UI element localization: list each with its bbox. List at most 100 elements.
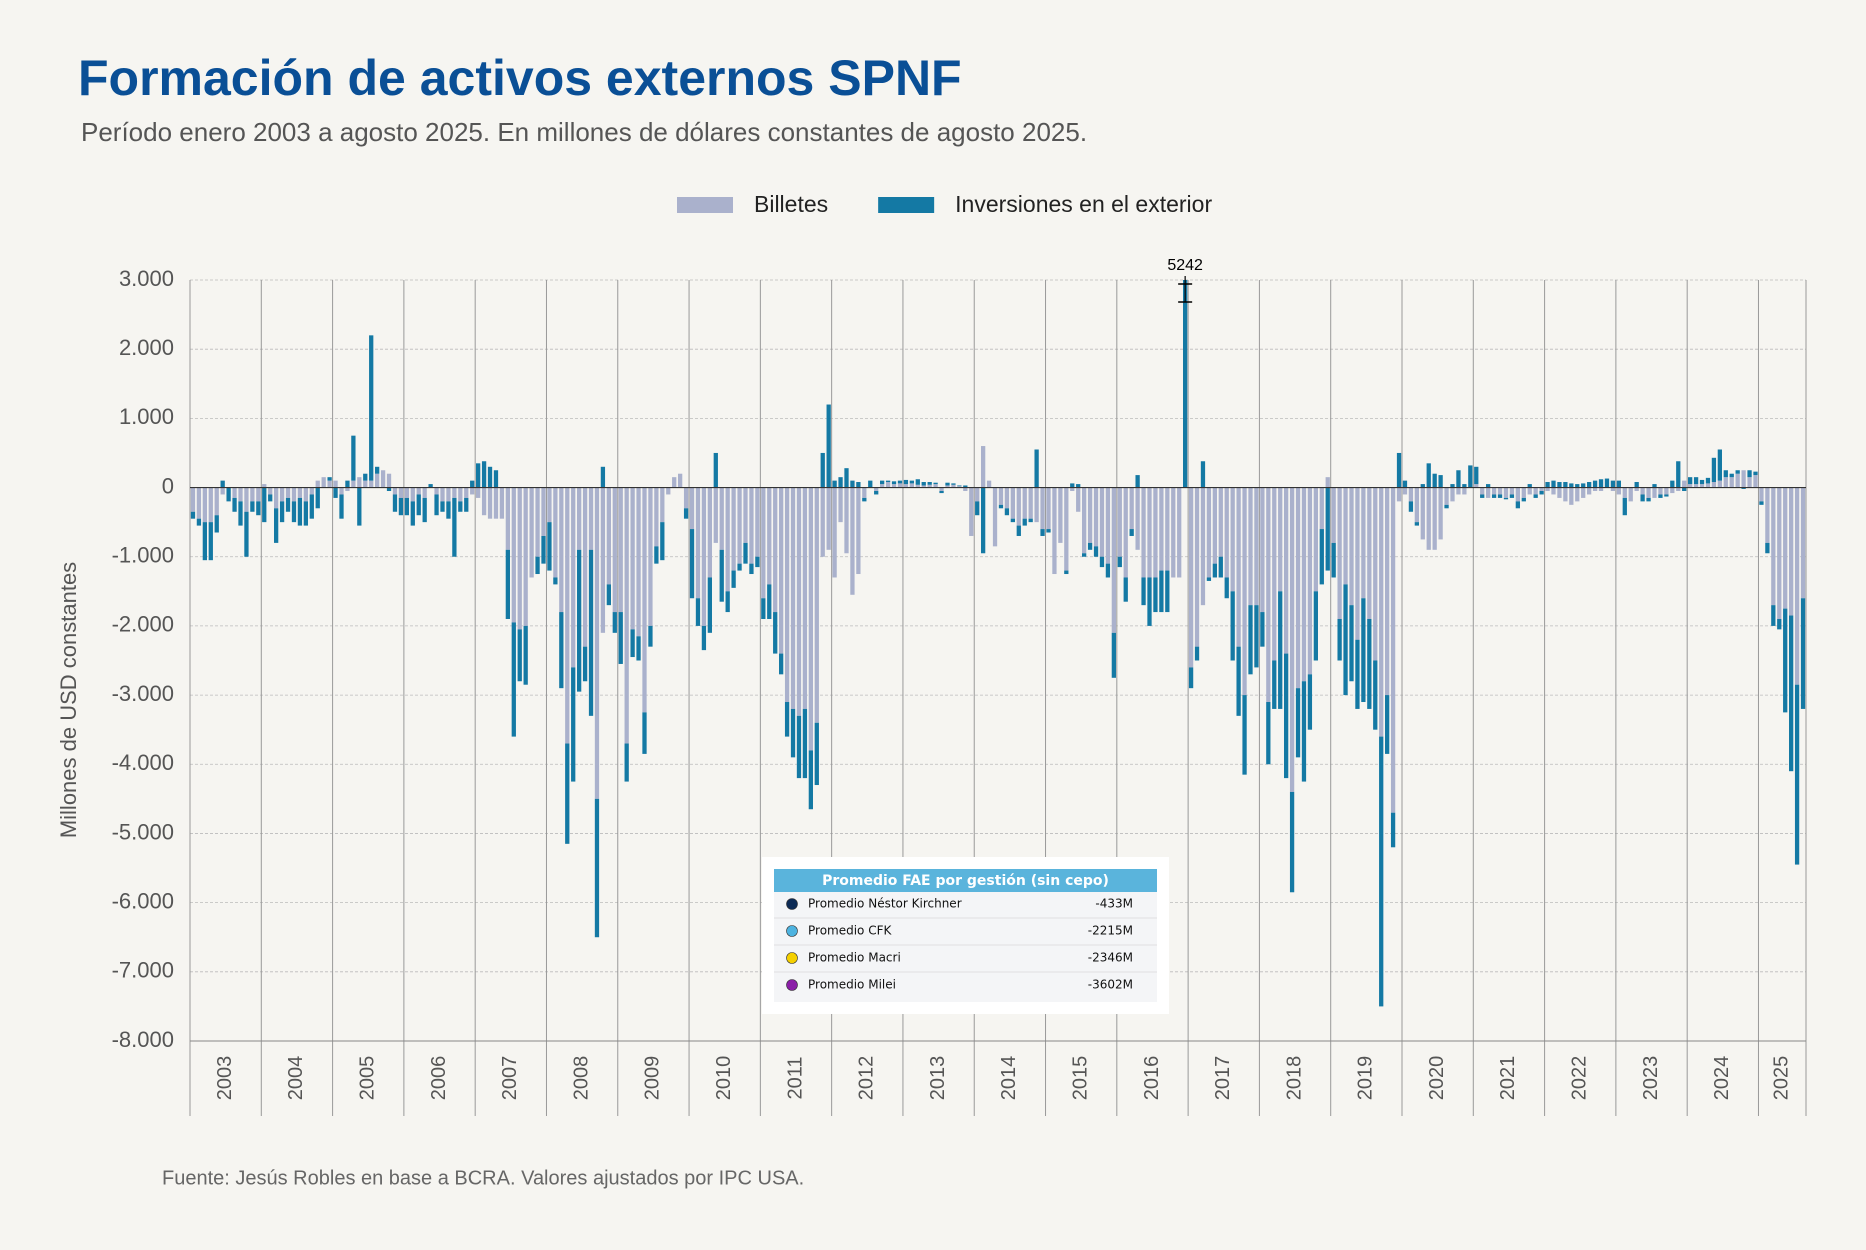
x-tick-label: 2011	[784, 1056, 806, 1099]
bar	[856, 487, 861, 575]
bar	[392, 487, 398, 495]
bar	[1682, 487, 1687, 492]
bar	[1373, 660, 1378, 730]
bar	[1004, 487, 1010, 509]
inset-row-name: Promedio CFK	[808, 924, 892, 938]
bar	[410, 487, 415, 502]
bar	[1010, 518, 1015, 523]
bar	[1313, 487, 1318, 592]
bar	[1153, 577, 1158, 613]
bar	[565, 487, 570, 744]
bar	[1331, 542, 1336, 578]
bar	[903, 484, 909, 488]
bar	[493, 470, 499, 488]
bar	[891, 484, 897, 488]
y-tick-label: -2.000	[112, 612, 174, 637]
bar	[969, 487, 974, 536]
bar	[1462, 484, 1467, 488]
bar	[1082, 487, 1087, 554]
bar	[351, 480, 356, 488]
bar	[369, 335, 374, 481]
inset-dot	[786, 979, 798, 991]
inset-dot	[786, 952, 798, 964]
bar	[1569, 487, 1574, 505]
bar	[719, 549, 724, 602]
bar	[339, 487, 344, 495]
x-tick-label: 2014	[998, 1056, 1020, 1101]
bar	[802, 487, 808, 709]
bar	[666, 487, 671, 495]
bar	[1349, 487, 1354, 606]
bar	[541, 535, 546, 564]
bar	[1563, 487, 1568, 502]
bar	[1212, 563, 1217, 578]
bar	[1307, 487, 1313, 675]
bar	[274, 508, 279, 543]
bar	[1242, 487, 1247, 696]
y-tick-label: -6.000	[112, 888, 174, 913]
bar	[1711, 482, 1717, 488]
bar	[1581, 487, 1586, 498]
bar	[630, 487, 635, 630]
bar	[1497, 487, 1503, 495]
bar	[1206, 577, 1212, 581]
bar	[767, 584, 772, 619]
bar	[1337, 487, 1342, 619]
bar	[291, 501, 297, 523]
bar	[1385, 695, 1390, 754]
bar	[1171, 487, 1176, 578]
bar	[470, 487, 475, 495]
bar	[885, 482, 891, 488]
bar	[1028, 518, 1033, 523]
bar	[642, 487, 647, 713]
bar	[915, 484, 920, 488]
bar	[1117, 487, 1122, 557]
bar	[1587, 482, 1592, 488]
bar	[1052, 487, 1057, 575]
bar	[642, 712, 647, 754]
bar	[1230, 487, 1235, 592]
bar	[380, 470, 386, 488]
bar	[903, 479, 909, 485]
bar	[1759, 487, 1764, 502]
bar	[1141, 577, 1146, 606]
bar	[755, 556, 760, 568]
bar	[1236, 646, 1241, 716]
source-note: Fuente: Jesús Robles en base a BCRA. Val…	[162, 1167, 804, 1189]
bar	[386, 487, 392, 492]
bar	[1230, 591, 1235, 661]
bar	[868, 480, 873, 488]
bar	[1289, 791, 1295, 893]
x-tick-label: 2012	[856, 1056, 878, 1101]
bar	[1367, 487, 1372, 619]
x-tick-label: 2010	[713, 1056, 735, 1101]
bar	[975, 487, 980, 502]
bar	[1670, 487, 1675, 494]
bar	[202, 487, 207, 523]
bar	[1390, 487, 1396, 813]
bar	[981, 446, 986, 488]
bar	[1248, 605, 1253, 675]
bar	[1723, 470, 1728, 478]
bar	[939, 487, 944, 492]
bar	[874, 491, 879, 495]
bar	[1319, 487, 1324, 530]
bar	[1105, 563, 1111, 578]
x-tick-label: 2022	[1569, 1056, 1591, 1101]
y-tick-label: -7.000	[112, 958, 174, 983]
bar	[1396, 487, 1402, 502]
x-tick-label: 2021	[1497, 1056, 1519, 1101]
bar	[279, 501, 285, 523]
bar	[1260, 487, 1265, 613]
bar	[1147, 487, 1152, 578]
bar	[1289, 487, 1295, 792]
bar	[1705, 483, 1711, 488]
bar	[1034, 487, 1039, 523]
bar	[250, 487, 255, 502]
bar	[761, 487, 766, 599]
bar	[297, 497, 303, 526]
bar	[1076, 487, 1081, 512]
bar	[981, 487, 986, 554]
bar	[1177, 487, 1182, 578]
bar	[1777, 618, 1782, 630]
